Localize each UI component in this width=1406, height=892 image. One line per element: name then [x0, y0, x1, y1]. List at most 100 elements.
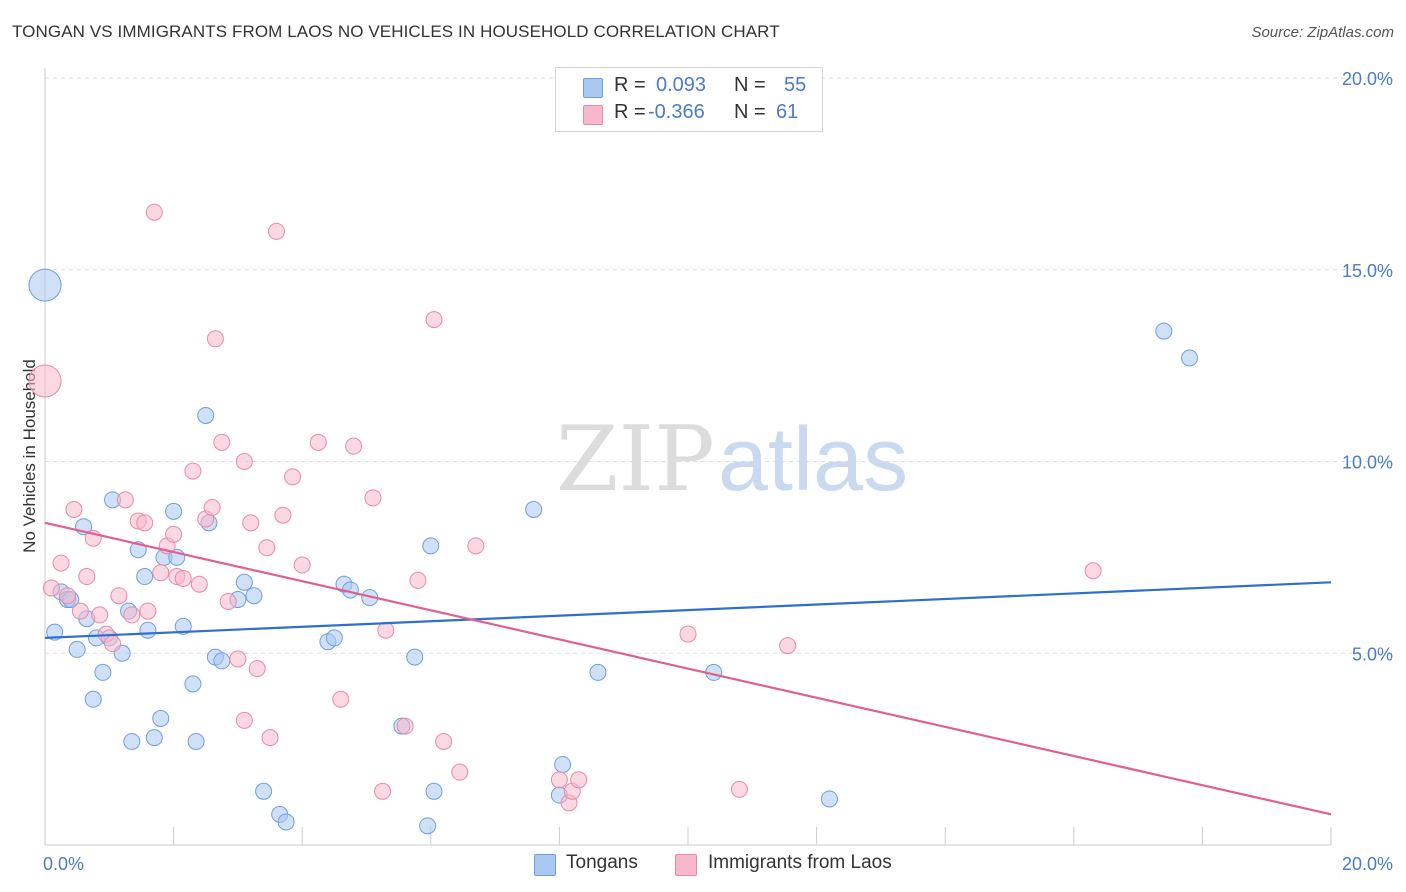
laos-point [235, 453, 253, 470]
laos-point [679, 625, 697, 643]
laos-point [219, 592, 237, 610]
laos-point [110, 587, 128, 605]
legend-row-laos: R = -0.366 N = 61 [556, 101, 822, 127]
laos-point [203, 499, 221, 517]
laos-point [174, 569, 192, 587]
tongan-point [422, 537, 440, 555]
laos-point [145, 203, 163, 221]
laos-trend-line [44, 521, 1332, 816]
laos-point [116, 491, 134, 509]
legend-n-label: N = [734, 101, 766, 123]
laos-point [261, 729, 279, 747]
watermark-atlas: atlas [718, 410, 908, 510]
tongan-point [277, 813, 295, 831]
tongan-point [406, 648, 424, 666]
laos-point [165, 525, 183, 543]
tongan-point [419, 817, 437, 835]
laos-point [235, 711, 253, 729]
laos-point [309, 433, 327, 451]
laos-point [332, 690, 350, 708]
laos-point [570, 771, 588, 789]
legend-n-label: N = [734, 74, 766, 96]
tongan-point [1155, 322, 1173, 340]
laos-point [242, 514, 260, 532]
laos-point [28, 364, 62, 398]
laos-point [779, 637, 797, 655]
laos-point [435, 732, 453, 750]
legend-row-tongans: R = 0.093 N = 55 [556, 74, 822, 100]
laos-point [293, 556, 311, 574]
tongan-point [84, 690, 102, 708]
laos-point [467, 537, 485, 555]
laos-point [364, 489, 382, 507]
laos-point [206, 330, 224, 348]
watermark: ZIP atlas [556, 407, 908, 512]
laos-point [1084, 562, 1102, 580]
legend-r-value: -0.366 [648, 101, 705, 123]
tongan-point [184, 675, 202, 693]
bottom-legend-label-tongans: Tongans [566, 852, 638, 873]
laos-point [213, 433, 231, 451]
tongan-point [554, 755, 572, 773]
laos-point [190, 575, 208, 593]
laos-point [65, 500, 83, 518]
bottom-legend-swatch-laos [675, 854, 697, 876]
tongan-point [245, 587, 263, 605]
tongan-point [123, 732, 141, 750]
laos-point [550, 771, 568, 789]
laos-point [274, 506, 292, 524]
tongan-point [820, 790, 838, 808]
laos-point [91, 606, 109, 624]
tongan-point [425, 782, 443, 800]
source-credit: Source: ZipAtlas.com [1251, 24, 1394, 41]
laos-point [451, 763, 469, 781]
legend-swatch-laos [583, 105, 603, 125]
y-tick-label: 15.0% [1342, 261, 1393, 281]
tongan-point [235, 573, 253, 591]
laos-point [71, 602, 89, 620]
legend-n-value: 61 [776, 101, 799, 123]
laos-point [104, 635, 122, 653]
laos-point [248, 660, 266, 678]
watermark-zip: ZIP [556, 407, 715, 512]
laos-point [284, 468, 302, 486]
tongan-point [136, 568, 154, 586]
tongan-point [46, 623, 64, 641]
tongan-point [139, 621, 157, 639]
laos-point [425, 311, 443, 329]
tongan-point [152, 709, 170, 727]
laos-point [730, 780, 748, 798]
laos-point [184, 462, 202, 480]
laos-point [258, 539, 276, 557]
y-tick-label: 5.0% [1352, 644, 1393, 664]
tongan-point [68, 640, 86, 658]
laos-point [42, 579, 60, 597]
y-tick-label: 10.0% [1342, 453, 1393, 473]
tongan-point [213, 652, 231, 670]
laos-point [152, 564, 170, 582]
laos-point [396, 717, 414, 735]
legend-r-label: R = [614, 101, 646, 123]
bottom-legend-label-laos: Immigrants from Laos [708, 852, 892, 873]
laos-point [267, 222, 285, 240]
laos-point [52, 554, 70, 572]
tongan-point [255, 782, 273, 800]
laos-point [59, 587, 77, 605]
data-points [28, 203, 1199, 835]
tongan-trend-line [44, 581, 1332, 640]
correlation-legend: R = 0.093 N = 55 R = -0.366 N = 61 [555, 67, 823, 132]
tick-labels: 5.0% 10.0% 15.0% 20.0% 0.0% 20.0% [43, 69, 1393, 874]
tongan-point [145, 729, 163, 747]
bottom-legend-swatch-tongans [534, 854, 556, 876]
tongan-point [94, 663, 112, 681]
legend-r-label: R = [614, 74, 646, 96]
trend-lines [44, 521, 1332, 816]
tongan-point [165, 502, 183, 520]
tongan-point [325, 629, 343, 647]
laos-point [78, 568, 96, 586]
y-axis-label: No Vehicles in Household [20, 359, 39, 553]
legend-n-value: 55 [784, 74, 807, 96]
tongan-point [187, 732, 205, 750]
tongan-point [1181, 349, 1199, 367]
